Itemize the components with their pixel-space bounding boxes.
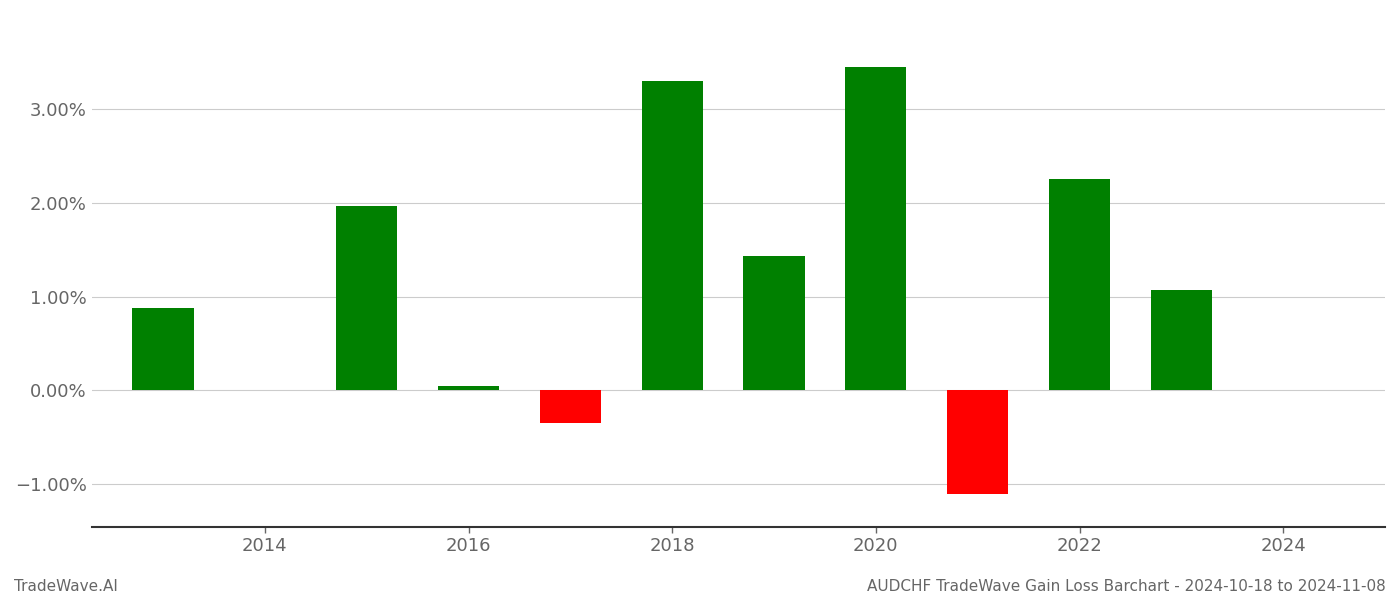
Bar [1151, 290, 1212, 391]
Text: TradeWave.AI: TradeWave.AI [14, 579, 118, 594]
Bar [133, 308, 193, 391]
Bar [743, 256, 805, 391]
Bar [948, 391, 1008, 494]
Bar [438, 386, 498, 391]
Bar [641, 81, 703, 391]
Bar [336, 206, 398, 391]
Text: AUDCHF TradeWave Gain Loss Barchart - 2024-10-18 to 2024-11-08: AUDCHF TradeWave Gain Loss Barchart - 20… [867, 579, 1386, 594]
Bar [540, 391, 601, 424]
Bar [1049, 179, 1110, 391]
Bar [846, 67, 906, 391]
